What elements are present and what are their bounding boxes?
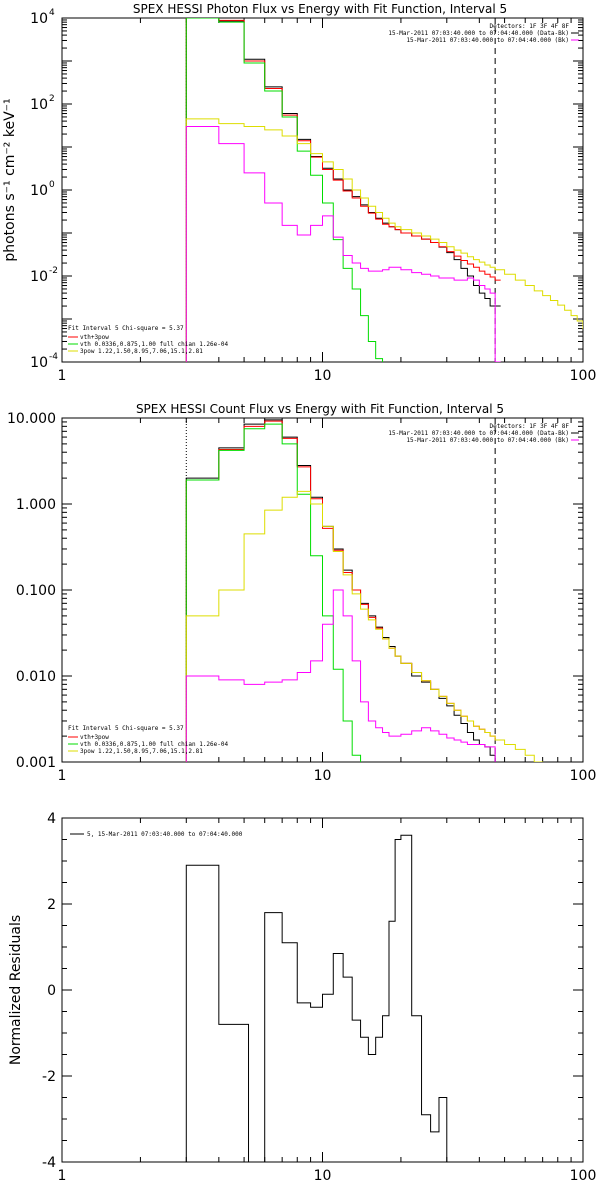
legend-entry: vth+3pow [80, 334, 109, 341]
legend-entry: 15-Mar-2011 07:03:40.000 to 07:04:40.000… [388, 430, 569, 437]
x-tick-label: 100 [570, 1168, 597, 1184]
series-line [185, 490, 544, 762]
legend-entry: Fit Interval 5 Chi-square = 5.37 [68, 725, 184, 732]
legend-entry: 5, 15-Mar-2011 07:03:40.000 to 07:04:40.… [87, 831, 243, 838]
y-tick-label: 10 [30, 269, 48, 285]
photon-flux-ylabel: photons s⁻¹ cm⁻² keV⁻¹ [2, 98, 18, 261]
count-flux-title: SPEX HESSI Count Flux vs Energy with Fit… [136, 402, 504, 416]
x-tick-label: 100 [570, 768, 597, 784]
y-tick-label: -4 [42, 1155, 56, 1171]
y-tick-label: 10 [30, 355, 48, 371]
y-tick-label: 1.000 [16, 497, 56, 513]
legend-entry: Fit Interval 5 Chi-square = 5.37 [68, 325, 184, 332]
count-flux-panel: 1 10 100 0.001 0.010 0.100 1.000 10.000 Detector… [7, 411, 597, 784]
y-tick-exponent: 4 [49, 8, 55, 18]
legend-entry: vth 0.0336,0.875,1.00 full chian 1.26e-0… [80, 341, 228, 348]
legend-entry: 15-Mar-2011 07:03:40.000 to 07:04:40.000… [406, 437, 569, 444]
residuals-ylabel: Normalized Residuals [8, 915, 24, 1065]
legend-entry: 15-Mar-2011 07:03:40.000 to 07:04:40.000… [406, 37, 569, 44]
series-line [185, 834, 455, 1162]
y-tick-label: 10 [30, 11, 48, 27]
y-tick-label: 0.010 [16, 669, 56, 685]
y-tick-label: 10 [30, 183, 48, 199]
legend-entry: 15-Mar-2011 07:03:40.000 to 07:04:40.000… [388, 30, 569, 37]
series-line [185, 125, 501, 362]
series-line [185, 118, 583, 362]
y-tick-label: 4 [47, 811, 56, 827]
x-tick-label: 10 [314, 768, 332, 784]
x-tick-label: 10 [314, 1168, 332, 1184]
y-tick-exponent: -2 [49, 266, 58, 276]
x-tick-label: 1 [58, 368, 67, 384]
series-line [185, 423, 362, 762]
y-tick-label: 0.001 [16, 755, 56, 771]
y-tick-label: 0.100 [16, 583, 56, 599]
legend-entry: 3pow 1.22,1.50,8.95,7.06,15.1,2.81 [80, 748, 203, 755]
photon-flux-title: SPEX HESSI Photon Flux vs Energy with Fi… [133, 2, 507, 16]
y-tick-label: 10.000 [7, 411, 56, 427]
y-tick-label: 2 [47, 897, 56, 913]
x-tick-label: 1 [58, 768, 67, 784]
legend-entry: vth+3pow [80, 734, 109, 741]
x-tick-label: 10 [314, 368, 332, 384]
legend-entry: Detectors: 1F 3F 4F 8F [490, 423, 570, 430]
y-tick-label: 0 [47, 983, 56, 999]
y-tick-label: 10 [30, 97, 48, 113]
x-tick-label: 1 [58, 1168, 67, 1184]
legend-entry: Detectors: 1F 3F 4F 8F [490, 23, 570, 30]
residuals-panel: 1 10 100 -4 -2 0 2 4 5, 15-Mar-2011 07:03:40.000… [42, 811, 596, 1184]
legend-entry: 3pow 1.22,1.50,8.95,7.06,15.1,2.81 [80, 348, 203, 355]
x-tick-label: 100 [570, 368, 597, 384]
series-line [185, 589, 496, 762]
y-tick-exponent: -4 [49, 352, 58, 362]
y-tick-label: -2 [42, 1069, 56, 1085]
y-tick-exponent: 0 [49, 180, 55, 190]
legend-entry: vth 0.0336,0.875,1.00 full chian 1.26e-0… [80, 741, 228, 748]
y-tick-exponent: 2 [49, 94, 55, 104]
